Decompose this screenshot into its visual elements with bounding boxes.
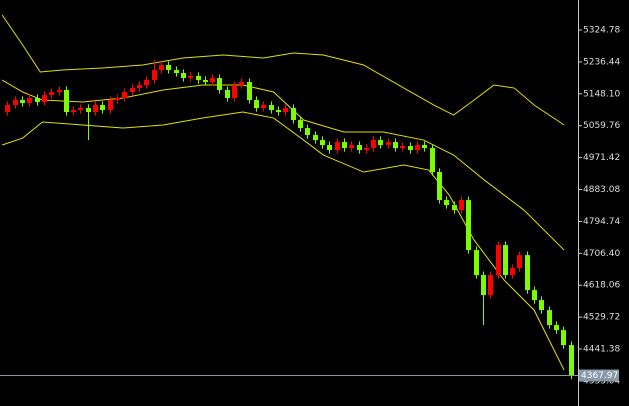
candle-body — [196, 76, 201, 81]
candle-body — [437, 172, 442, 201]
candle-body — [481, 275, 486, 296]
candle-body — [444, 200, 449, 206]
candle-body — [239, 82, 244, 86]
candle-body — [20, 100, 25, 104]
y-tick-label: 4706.40 — [583, 249, 620, 259]
y-tick-label: 4441.38 — [583, 345, 620, 355]
candle-body — [408, 146, 413, 151]
candle-body — [452, 205, 457, 211]
candle-body — [269, 105, 274, 111]
candle-body — [35, 98, 40, 103]
candle-body — [181, 73, 186, 79]
band-line — [1, 79, 565, 251]
y-tick-label: 5236.44 — [583, 57, 620, 67]
y-tick-label: 4529.72 — [583, 313, 620, 323]
candle-body — [261, 105, 266, 109]
y-tick-label: 4883.08 — [583, 185, 620, 195]
y-tick-label: 4971.42 — [583, 153, 620, 163]
y-tick-label: 5324.78 — [583, 26, 620, 36]
candle-body — [225, 90, 230, 99]
candle-body — [488, 275, 493, 296]
y-tick-label: 5059.76 — [583, 121, 620, 131]
last-price-label: 4367.97 — [581, 371, 618, 381]
candle-body — [27, 98, 32, 104]
candle-body — [13, 100, 18, 106]
candle-body — [64, 90, 69, 113]
candle-body — [122, 92, 127, 99]
y-tick-label: 4794.74 — [583, 217, 620, 227]
candle-body — [364, 148, 369, 151]
candle-body — [496, 245, 501, 276]
candle-body — [357, 145, 362, 151]
candle-body — [503, 245, 508, 276]
candle-body — [100, 105, 105, 111]
candle-body — [130, 88, 135, 93]
candle-body — [393, 142, 398, 149]
candle-body — [42, 95, 47, 103]
candle-body — [78, 108, 83, 111]
candle-body — [335, 142, 340, 151]
candle-body — [517, 255, 522, 269]
band-line — [2, 111, 565, 371]
band-line — [1, 14, 565, 126]
candle-body — [349, 145, 354, 149]
candle-body — [86, 108, 91, 113]
candle-body — [386, 142, 391, 146]
candle-body — [188, 76, 193, 79]
candle-body — [327, 145, 332, 151]
candle-body — [152, 70, 157, 81]
candle-body — [466, 200, 471, 251]
candle-body — [93, 105, 98, 113]
candle-body — [159, 65, 164, 71]
candle-body — [108, 100, 113, 111]
candle-body — [144, 80, 149, 86]
last-price-box — [579, 369, 619, 382]
candle-body — [298, 120, 303, 129]
candle-body — [539, 300, 544, 311]
candle-body — [561, 330, 566, 346]
candle-body — [510, 268, 515, 276]
candle-body — [210, 78, 215, 83]
candle-body — [247, 82, 252, 101]
candle-body — [174, 70, 179, 74]
candle-body — [283, 108, 288, 113]
candle-body — [291, 108, 296, 121]
candle-body — [276, 110, 281, 113]
candle-body — [320, 140, 325, 146]
candle-body — [254, 100, 259, 109]
candle-body — [71, 110, 76, 113]
candle-body — [313, 135, 318, 141]
candle-body — [49, 92, 54, 96]
candle-body — [532, 290, 537, 301]
candle-body — [430, 148, 435, 173]
candle-body — [547, 310, 552, 326]
candle-body — [400, 146, 405, 149]
candle-body — [525, 255, 530, 291]
candle-body — [305, 128, 310, 136]
candle-body — [554, 325, 559, 331]
candle-body — [342, 142, 347, 149]
candle-body — [459, 200, 464, 211]
candle-body — [137, 85, 142, 89]
candle-body — [203, 80, 208, 83]
candle-body — [422, 145, 427, 149]
candle-body — [474, 250, 479, 276]
candle-body — [57, 90, 62, 93]
candle-body — [569, 345, 574, 376]
candle-body — [232, 85, 237, 99]
candle-body — [378, 140, 383, 146]
candle-body — [371, 140, 376, 149]
candle-body — [166, 65, 171, 71]
y-tick-label: 5148.10 — [583, 89, 620, 99]
y-tick-label: 4618.06 — [583, 281, 620, 291]
candle-body — [115, 98, 120, 101]
candle-body — [5, 105, 10, 113]
candle-body — [217, 78, 222, 91]
candle-body — [415, 145, 420, 151]
